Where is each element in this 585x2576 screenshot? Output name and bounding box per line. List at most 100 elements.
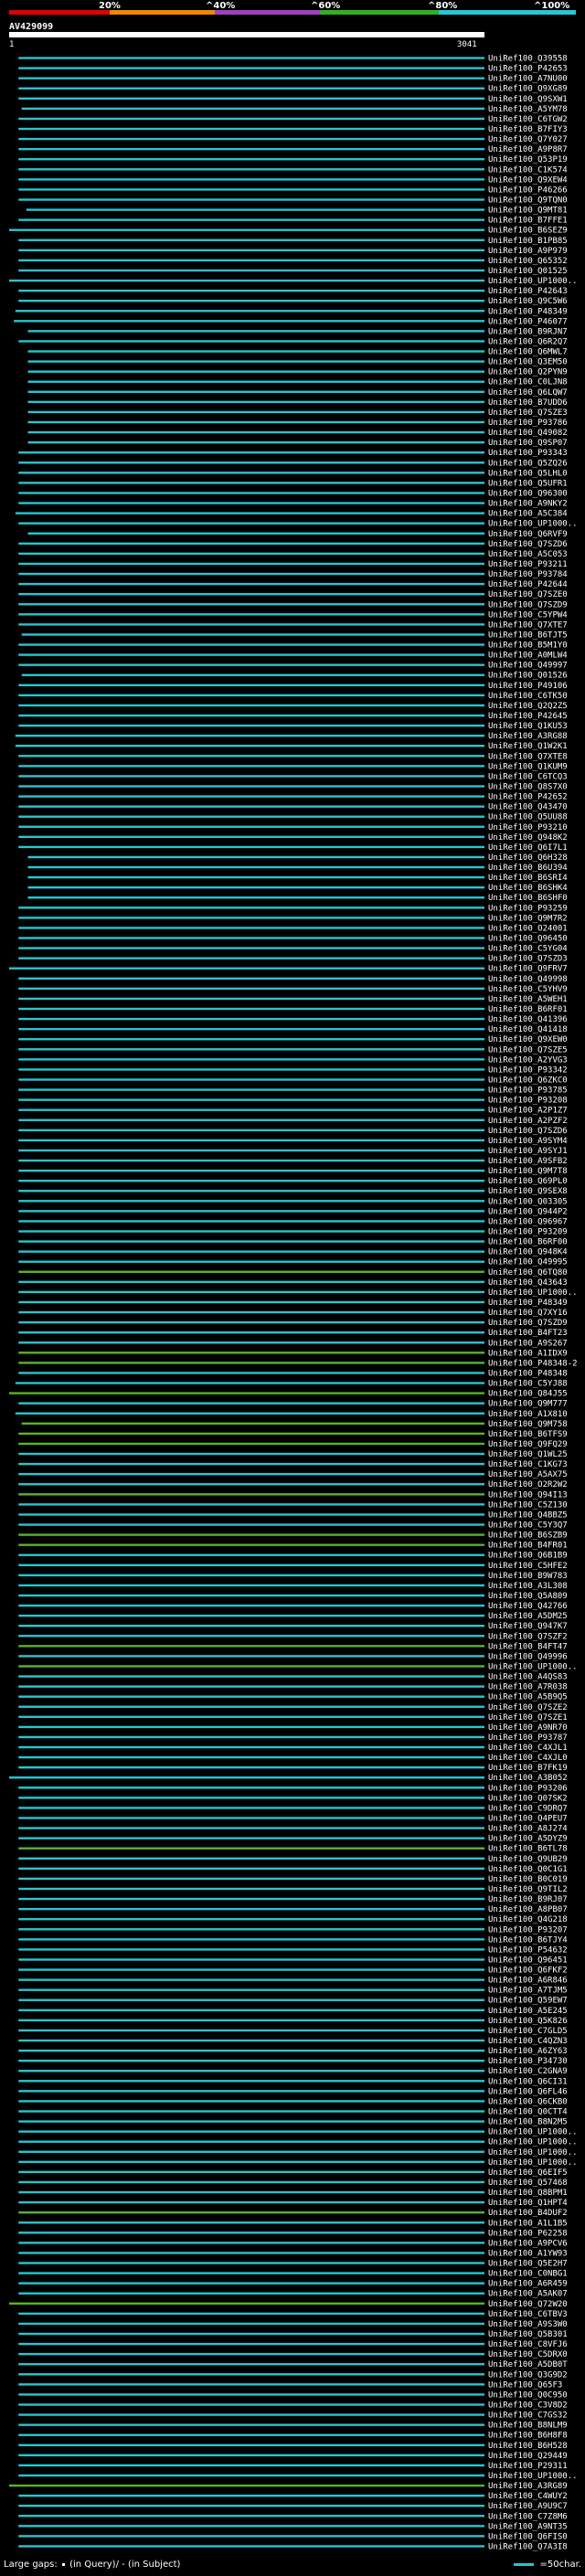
hit-label[interactable]: UniRef100_A9SYM4 <box>488 1137 568 1146</box>
hit-label[interactable]: UniRef100_Q8S7X0 <box>488 782 568 791</box>
hit-label[interactable]: UniRef100_B6SEZ9 <box>488 227 568 236</box>
hit-label[interactable]: UniRef100_Q6FL46 <box>488 2087 568 2096</box>
hit-label[interactable]: UniRef100_P46077 <box>488 317 568 326</box>
hit-label[interactable]: UniRef100_Q29449 <box>488 2452 568 2461</box>
hit-label[interactable]: UniRef100_B5M1Y0 <box>488 641 568 651</box>
hit-label[interactable]: UniRef100_B4FT47 <box>488 1642 568 1651</box>
hit-label[interactable]: UniRef100_C2GNA9 <box>488 2067 568 2076</box>
hit-label[interactable]: UniRef100_B9W783 <box>488 1572 568 1581</box>
hit-label[interactable]: UniRef100_Q41418 <box>488 1025 568 1034</box>
hit-label[interactable]: UniRef100_Q5UFR1 <box>488 479 568 488</box>
hit-label[interactable]: UniRef100_Q5LHL0 <box>488 469 568 478</box>
hit-label[interactable]: UniRef100_B8NLM9 <box>488 2422 568 2431</box>
hit-label[interactable]: UniRef100_C4WUY2 <box>488 2492 568 2501</box>
hit-label[interactable]: UniRef100_A0MLW4 <box>488 652 568 661</box>
hit-label[interactable]: UniRef100_Q6CKB0 <box>488 2097 568 2106</box>
hit-label[interactable]: UniRef100_O24001 <box>488 924 568 933</box>
hit-label[interactable]: UniRef100_Q9XEW0 <box>488 1035 568 1044</box>
hit-label[interactable]: UniRef100_P48349 <box>488 307 568 316</box>
hit-label[interactable]: UniRef100_B7FFE1 <box>488 217 568 226</box>
hit-label[interactable]: UniRef100_P93210 <box>488 823 568 832</box>
hit-label[interactable]: UniRef100_A7R038 <box>488 1683 568 1692</box>
hit-label[interactable]: UniRef100_Q948K2 <box>488 833 568 843</box>
hit-label[interactable]: UniRef100_A5C384 <box>488 510 568 519</box>
hit-label[interactable]: UniRef100_Q01525 <box>488 267 568 276</box>
hit-label[interactable]: UniRef100_Q5UU88 <box>488 813 568 822</box>
hit-label[interactable]: UniRef100_Q9M7R2 <box>488 914 568 923</box>
hit-label[interactable]: UniRef100_C7GLD5 <box>488 2027 568 2036</box>
hit-label[interactable]: UniRef100_A3RG88 <box>488 732 568 741</box>
hit-label[interactable]: UniRef100_Q65F3 <box>488 2380 562 2390</box>
hit-label[interactable]: UniRef100_P93211 <box>488 560 568 569</box>
hit-label[interactable]: UniRef100_B4FT23 <box>488 1329 568 1338</box>
hit-label[interactable]: UniRef100_Q7SZE0 <box>488 590 568 599</box>
hit-label[interactable]: UniRef100_B9RJ07 <box>488 1895 568 1904</box>
hit-label[interactable]: UniRef100_Q2Q2Z5 <box>488 702 568 711</box>
hit-label[interactable]: UniRef100_A2P1Z7 <box>488 1107 568 1116</box>
hit-label[interactable]: UniRef100_C5HFE2 <box>488 1562 568 1571</box>
hit-label[interactable]: UniRef100_A1YW93 <box>488 2249 568 2258</box>
hit-label[interactable]: UniRef100_P48348-2 <box>488 1359 578 1368</box>
hit-label[interactable]: UniRef100_Q96451 <box>488 1956 568 1965</box>
hit-label[interactable]: UniRef100_P93787 <box>488 1733 568 1743</box>
hit-label[interactable]: UniRef100_Q72W20 <box>488 2300 568 2309</box>
hit-label[interactable]: UniRef100_C6TGW2 <box>488 115 568 124</box>
hit-label[interactable]: UniRef100_B0C019 <box>488 1875 568 1884</box>
hit-label[interactable]: UniRef100_C5DRX0 <box>488 2350 568 2359</box>
hit-label[interactable]: UniRef100_A9PCV6 <box>488 2239 568 2248</box>
hit-label[interactable]: UniRef100_C5YPW4 <box>488 610 568 620</box>
hit-label[interactable]: UniRef100_Q49996 <box>488 1652 568 1661</box>
hit-label[interactable]: UniRef100_B6RF00 <box>488 1238 568 1247</box>
hit-label[interactable]: UniRef100_O2R2W2 <box>488 1480 568 1489</box>
hit-label[interactable]: UniRef100_Q4PEU7 <box>488 1815 568 1824</box>
hit-label[interactable]: UniRef100_A9NKY2 <box>488 500 568 509</box>
hit-label[interactable]: UniRef100_C5YJ88 <box>488 1380 568 1389</box>
hit-label[interactable]: UniRef100_A9S3W0 <box>488 2320 568 2329</box>
hit-label[interactable]: UniRef100_P42653 <box>488 65 568 74</box>
hit-label[interactable]: UniRef100_UP1000.. <box>488 1662 578 1671</box>
hit-label[interactable]: UniRef100_UP1000.. <box>488 2128 578 2137</box>
hit-label[interactable]: UniRef100_B6TJT5 <box>488 631 568 640</box>
hit-label[interactable]: UniRef100_P42644 <box>488 580 568 589</box>
hit-label[interactable]: UniRef100_Q42766 <box>488 1602 568 1611</box>
hit-label[interactable]: UniRef100_B7UDD6 <box>488 398 568 408</box>
hit-label[interactable]: UniRef100_P42643 <box>488 287 568 296</box>
hit-label[interactable]: UniRef100_Q96967 <box>488 1217 568 1226</box>
hit-label[interactable]: UniRef100_P62258 <box>488 2229 568 2238</box>
hit-label[interactable]: UniRef100_A9NR70 <box>488 1723 568 1733</box>
hit-label[interactable]: UniRef100_A6R846 <box>488 1977 568 1986</box>
hit-label[interactable]: UniRef100_B6SHK4 <box>488 884 568 893</box>
hit-label[interactable]: UniRef100_Q6EIF5 <box>488 2168 568 2178</box>
hit-label[interactable]: UniRef100_A5C053 <box>488 550 568 559</box>
hit-label[interactable]: UniRef100_A9P8R7 <box>488 145 568 154</box>
hit-label[interactable]: UniRef100_A3RG89 <box>488 2482 568 2491</box>
hit-label[interactable]: UniRef100_A9U9C7 <box>488 2502 568 2511</box>
hit-label[interactable]: UniRef100_B6TL78 <box>488 1845 568 1854</box>
hit-label[interactable]: UniRef100_A3B052 <box>488 1774 568 1783</box>
hit-label[interactable]: UniRef100_Q84J55 <box>488 1390 568 1399</box>
hit-label[interactable]: UniRef100_A1X810 <box>488 1410 568 1419</box>
hit-label[interactable]: UniRef100_Q3G9D2 <box>488 2370 568 2380</box>
hit-label[interactable]: UniRef100_C4XJL1 <box>488 1744 568 1753</box>
hit-label[interactable]: UniRef100_P49106 <box>488 682 568 691</box>
hit-label[interactable]: UniRef100_UP1000.. <box>488 2158 578 2168</box>
hit-label[interactable]: UniRef100_Q96450 <box>488 935 568 944</box>
hit-label[interactable]: UniRef100_B6U394 <box>488 864 568 873</box>
hit-label[interactable]: UniRef100_C7GS32 <box>488 2412 568 2421</box>
hit-label[interactable]: UniRef100_P54632 <box>488 1945 568 1955</box>
hit-label[interactable]: UniRef100_Q9M777 <box>488 1400 568 1409</box>
hit-label[interactable]: UniRef100_Q6TQ80 <box>488 1268 568 1277</box>
hit-label[interactable]: UniRef100_A3L308 <box>488 1582 568 1591</box>
hit-label[interactable]: UniRef100_B6SHF0 <box>488 894 568 903</box>
hit-label[interactable]: UniRef100_P93786 <box>488 419 568 428</box>
hit-label[interactable]: UniRef100_Q6MWL7 <box>488 348 568 357</box>
hit-label[interactable]: UniRef100_Q1WL25 <box>488 1450 568 1459</box>
hit-label[interactable]: UniRef100_P93209 <box>488 1228 568 1237</box>
hit-label[interactable]: UniRef100_C3V8D2 <box>488 2401 568 2411</box>
hit-label[interactable]: UniRef100_Q948K4 <box>488 1248 568 1257</box>
hit-label[interactable]: UniRef100_Q9SXW1 <box>488 95 568 104</box>
hit-label[interactable]: UniRef100_B1PB85 <box>488 237 568 246</box>
hit-label[interactable]: UniRef100_C6TBV3 <box>488 2310 568 2319</box>
hit-label[interactable]: UniRef100_A7TJM5 <box>488 1987 568 1996</box>
hit-label[interactable]: UniRef100_C6TK50 <box>488 692 568 701</box>
